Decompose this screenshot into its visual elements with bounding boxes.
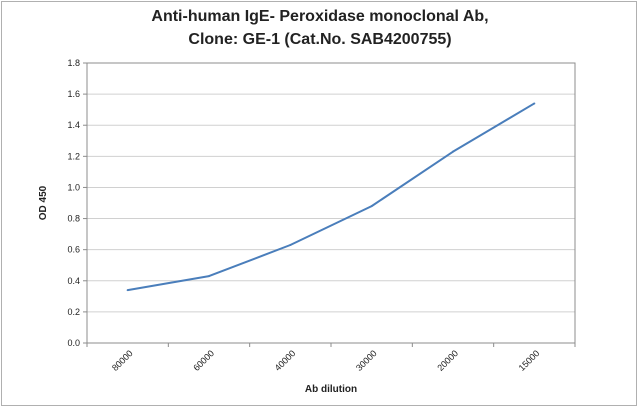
y-axis-ticks: 0.0 0.2 0.4 0.6 0.8 1.0 1.2 1.4 1.6 1.8 <box>67 58 87 348</box>
series-line-0 <box>127 102 535 292</box>
series-layer <box>126 102 536 292</box>
y-axis-title: OD 450 <box>38 185 49 220</box>
y-tick-label: 1.8 <box>67 58 80 68</box>
data-point <box>533 102 536 105</box>
gridlines <box>87 62 575 313</box>
x-tick-label: 20000 <box>435 348 460 373</box>
chart-title-line-2: Clone: GE-1 (Cat.No. SAB4200755) <box>188 31 452 48</box>
x-tick-label: 80000 <box>110 348 135 373</box>
y-tick-label: 0.6 <box>67 245 80 255</box>
y-tick-label: 1.6 <box>67 89 80 99</box>
x-axis-ticks: 80000 60000 40000 30000 20000 15000 <box>86 343 576 373</box>
data-point <box>370 205 373 208</box>
x-tick-label: 60000 <box>191 348 216 373</box>
data-point <box>452 150 454 153</box>
y-tick-label: 1.4 <box>67 120 80 130</box>
y-tick-label: 0.8 <box>67 214 80 224</box>
x-axis-title: Ab dilution <box>305 384 357 395</box>
x-tick-label: 40000 <box>273 348 298 373</box>
y-tick-label: 1.0 <box>67 182 80 192</box>
data-point <box>208 275 210 278</box>
y-tick-label: 0.0 <box>67 338 80 348</box>
y-tick-label: 0.4 <box>67 276 80 286</box>
y-tick-label: 1.2 <box>67 151 80 161</box>
data-point <box>289 244 292 246</box>
chart-title-line-1: Anti-human IgE- Peroxidase monoclonal Ab… <box>151 8 489 25</box>
x-tick-label: 15000 <box>517 348 542 373</box>
data-point <box>126 289 129 292</box>
x-tick-label: 30000 <box>354 348 379 373</box>
plot-area <box>86 62 576 344</box>
y-tick-label: 0.2 <box>67 307 80 317</box>
